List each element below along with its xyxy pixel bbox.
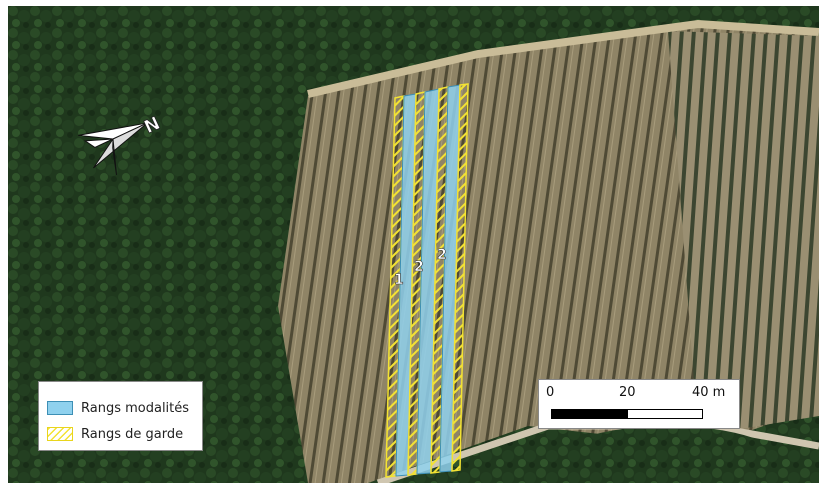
north-arrow-icon — [78, 122, 148, 175]
legend-swatch-blue — [47, 401, 73, 415]
headland-path — [307, 19, 819, 98]
row-label: 1 — [394, 272, 404, 288]
scale-segment-light — [627, 409, 703, 419]
scale-tick: 0 — [546, 385, 555, 400]
aerial-image: 1 2 2 N — [8, 6, 819, 483]
scale-bar: 0 20 40 m — [538, 379, 740, 429]
guard-row — [451, 83, 469, 472]
vineyard-parcel-east — [668, 31, 819, 436]
scale-segment-dark — [551, 409, 627, 419]
legend-swatch-hatch — [47, 427, 73, 441]
legend-item-modality: Rangs modalités — [47, 399, 189, 417]
scale-tick: 20 — [619, 385, 636, 400]
aerial-svg: 1 2 2 N — [8, 6, 819, 483]
legend-label: Rangs modalités — [81, 400, 190, 416]
row-label: 2 — [414, 259, 424, 275]
legend-label: Rangs de garde — [81, 426, 184, 442]
tree-patch — [548, 426, 788, 483]
row-label: 2 — [437, 247, 447, 263]
legend-item-guard: Rangs de garde — [47, 425, 183, 443]
experiment-rows — [385, 83, 469, 478]
scale-tick: 40 m — [692, 385, 726, 400]
legend: Rangs modalités Rangs de garde — [38, 381, 203, 451]
